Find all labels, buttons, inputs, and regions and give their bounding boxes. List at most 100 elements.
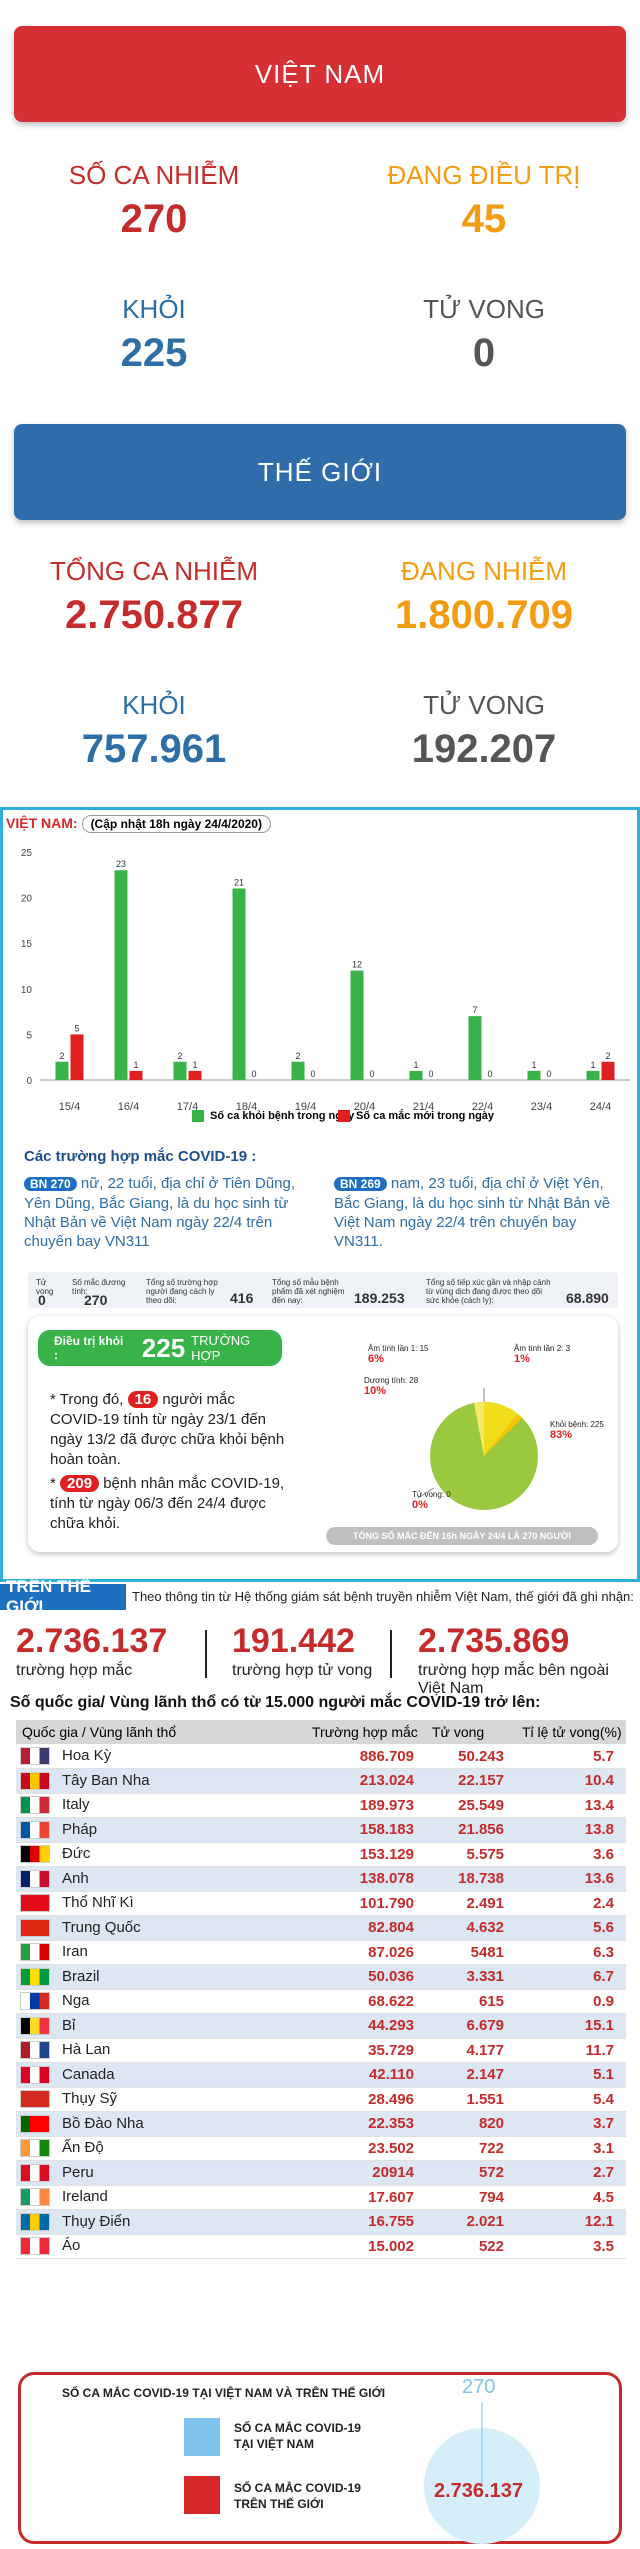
- country-name: Áo: [62, 2237, 81, 2255]
- country-cell: Đức: [16, 1842, 306, 1867]
- vn-recovered: KHỎI 225: [4, 294, 304, 376]
- rate-cell: 3.5: [516, 2234, 626, 2259]
- pie-label-positive: Dương tính: 28 10%: [364, 1376, 418, 1397]
- country-name: Nga: [62, 1992, 90, 2010]
- pie-a-text: Âm tính lần 1: 15: [368, 1344, 429, 1353]
- bar-new-label: 0: [251, 1069, 256, 1079]
- vn-infected-value: 270: [120, 197, 188, 241]
- bar-recovered: [468, 1016, 482, 1080]
- country-name: Ấn Độ: [62, 2139, 104, 2157]
- legend-recovered: Số ca khỏi bệnh trong ngày: [192, 1110, 354, 1122]
- flag-icon: [20, 2188, 50, 2207]
- cases-cell: 20914: [306, 2160, 426, 2186]
- rate-cell: 10.4: [516, 1768, 626, 1794]
- x-tick-label: 15/4: [59, 1101, 80, 1113]
- flag-icon: [20, 1820, 50, 1839]
- vn-deaths: TỬ VONG 0: [334, 294, 634, 376]
- table-row: Brazil 50.036 3.331 6.7: [16, 1964, 626, 1990]
- legend-new-label: Số ca mắc mới trong ngày: [356, 1110, 495, 1122]
- world-banner: THẾ GIỚI: [14, 424, 626, 520]
- table-row: Thụy Sỹ 28.496 1.551 5.4: [16, 2087, 626, 2112]
- world-cases-label: trường hợp mắc: [16, 1662, 133, 1679]
- rate-cell: 6.3: [516, 1940, 626, 1965]
- country-cell: Thụy Điển: [16, 2209, 306, 2235]
- recovered-pill: Điều trị khỏi : 225 TRƯỜNG HỢP: [38, 1330, 282, 1366]
- table-row: Italy 189.973 25.549 13.4: [16, 1793, 626, 1818]
- cases-cell: 23.502: [306, 2136, 426, 2161]
- deaths-cell: 2.147: [426, 2062, 516, 2088]
- bar-new-label: 2: [605, 1051, 610, 1061]
- bar-recovered-label: 1: [413, 1060, 418, 1070]
- y-tick-label: 20: [21, 894, 33, 905]
- rate-cell: 3.1: [516, 2136, 626, 2161]
- table-row: Trung Quốc 82.804 4.632 5.6: [16, 1915, 626, 1941]
- vn-deaths-label: TỬ VONG: [423, 294, 545, 324]
- vn-banner: VIỆT NAM: [14, 26, 626, 122]
- outside-vn-value: 2.735.869: [418, 1622, 570, 1660]
- world-active: ĐANG NHIỄM 1.800.709: [334, 556, 634, 638]
- bar-recovered: [55, 1061, 69, 1080]
- cases-cell: 138.078: [306, 1866, 426, 1892]
- table-body: Hoa Kỳ 886.709 50.243 5.7 Tây Ban Nha 213.024…: [16, 1744, 626, 2259]
- bar-new-label: 0: [428, 1069, 433, 1079]
- world-swatch: [184, 2476, 220, 2514]
- vn-deaths-value: 0: [472, 331, 496, 375]
- note-2-text: bệnh nhân mắc COVID-19, tính từ ngày 06/…: [50, 1475, 285, 1532]
- infographic-heading: VIỆT NAM: (Cập nhật 18h ngày 24/4/2020): [6, 815, 271, 833]
- country-cell: Brazil: [16, 1964, 306, 1990]
- world-note: Theo thông tin từ Hệ thống giám sát bệnh…: [132, 1589, 634, 1604]
- table-header-row: Quốc gia / Vùng lãnh thổ Trường hợp mắc …: [16, 1720, 626, 1744]
- samples-value: 189.253: [354, 1290, 405, 1306]
- deaths-cell: 522: [426, 2234, 516, 2259]
- table-row: Áo 15.002 522 3.5: [16, 2234, 626, 2259]
- world-recovered-value: 757.961: [81, 727, 227, 771]
- table-row: Bồ Đào Nha 22.353 820 3.7: [16, 2111, 626, 2137]
- outside-vn-label: trường hợp mắc bên ngoài Việt Nam: [418, 1662, 609, 1697]
- cases-cell: 15.002: [306, 2234, 426, 2259]
- rate-cell: 6.7: [516, 1964, 626, 1990]
- bar-recovered: [232, 888, 246, 1080]
- cases-cell: 28.496: [306, 2087, 426, 2112]
- footer-title: SỐ CA MẮC COVID-19 TẠI VIỆT NAM VÀ TRÊN …: [62, 2386, 386, 2400]
- foot-vn-value: 270: [462, 2376, 496, 2398]
- country-name: Tây Ban Nha: [62, 1771, 150, 1789]
- deaths-cell: 6.679: [426, 2013, 516, 2039]
- bar-new-label: 0: [487, 1069, 492, 1079]
- country-cell: Trung Quốc: [16, 1915, 306, 1941]
- world-deaths-label: TỬ VONG: [423, 690, 545, 720]
- vn-infected: SỐ CA NHIỄM 270: [4, 160, 304, 242]
- pie-e-text: Tử vong: 0: [412, 1490, 451, 1499]
- rate-cell: 5.7: [516, 1744, 626, 1769]
- footer-comparison: [18, 2372, 622, 2544]
- table-row: Bỉ 44.293 6.679 15.1: [16, 2013, 626, 2039]
- vn-treating-value: 45: [461, 197, 507, 241]
- legend-recovered-swatch: [192, 1110, 204, 1122]
- pie-b-pct: 1%: [514, 1353, 530, 1365]
- vn-label: VIỆT NAM:: [6, 815, 78, 831]
- cases-cell: 16.755: [306, 2209, 426, 2235]
- infographic-frame: [0, 807, 640, 1582]
- flag-icon: [20, 1943, 50, 1962]
- bar-recovered-label: 7: [472, 1005, 477, 1015]
- cases-cell: 35.729: [306, 2038, 426, 2063]
- isolation-value: 416: [230, 1290, 254, 1306]
- rate-cell: 5.1: [516, 2062, 626, 2088]
- country-name: Đức: [62, 1845, 91, 1863]
- world-deaths-stat-value: 191.442: [232, 1622, 355, 1660]
- world-deaths-value: 192.207: [411, 727, 557, 771]
- country-cell: Bỉ: [16, 2013, 306, 2039]
- y-tick-label: 15: [21, 939, 33, 950]
- cases-cell: 213.024: [306, 1768, 426, 1794]
- flag-icon: [20, 1992, 50, 2011]
- rate-cell: 2.4: [516, 1891, 626, 1916]
- case-270-text: nữ, 22 tuổi, địa chỉ ở Tiên Dũng, Yên Dũ…: [24, 1175, 296, 1250]
- positive-value: 270: [84, 1292, 108, 1308]
- bar-recovered: [291, 1061, 305, 1080]
- world-tag: TRÊN THẾ GIỚI: [0, 1577, 126, 1616]
- x-tick-label: 18/4: [236, 1101, 257, 1113]
- deaths-cell: 25.549: [426, 1793, 516, 1818]
- update-badge: (Cập nhật 18h ngày 24/4/2020): [81, 815, 271, 833]
- deaths-cell: 2.021: [426, 2209, 516, 2235]
- flag-icon: [20, 2090, 50, 2109]
